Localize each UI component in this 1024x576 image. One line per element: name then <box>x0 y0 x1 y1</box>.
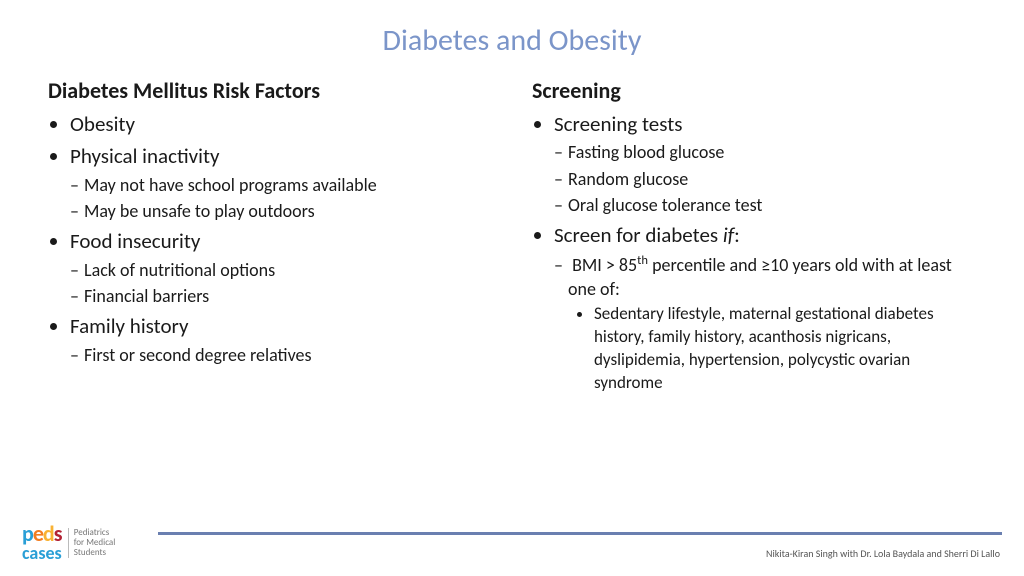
list-item: Lack of nutritional options <box>84 258 492 282</box>
list-item: Fasting blood glucose <box>568 140 976 164</box>
sublist: First or second degree relatives <box>70 343 492 367</box>
item-label: Physical inactivity <box>70 143 220 169</box>
footer-divider <box>158 532 1002 535</box>
list-item: Family history First or second degree re… <box>70 312 492 367</box>
list-item: Screen for diabetes if: BMI > 85th perce… <box>554 221 976 395</box>
list-item: Oral glucose tolerance test <box>568 193 976 217</box>
footer-credits: Nikita-Kiran Singh with Dr. Lola Baydala… <box>766 547 1000 560</box>
tag-line-3: Students <box>74 547 106 558</box>
item-label: Screening tests <box>554 111 682 137</box>
list-item: Food insecurity Lack of nutritional opti… <box>70 227 492 308</box>
list-item: Physical inactivity May not have school … <box>70 142 492 223</box>
screening-list: Screening tests Fasting blood glucose Ra… <box>532 110 976 395</box>
content-columns: Diabetes Mellitus Risk Factors Obesity P… <box>0 77 1024 399</box>
list-item: May not have school programs available <box>84 173 492 197</box>
list-item: Sedentary lifestyle, maternal gestationa… <box>594 303 976 395</box>
left-column: Diabetes Mellitus Risk Factors Obesity P… <box>48 77 492 399</box>
left-heading: Diabetes Mellitus Risk Factors <box>48 77 492 104</box>
logo-tagline: Pediatrics for Medical Students <box>68 528 116 558</box>
sublist: May not have school programs available M… <box>70 173 492 224</box>
sublist: Fasting blood glucose Random glucose Ora… <box>554 140 976 217</box>
list-item: Obesity <box>70 110 492 138</box>
item-label-italic: if <box>723 222 734 248</box>
criteria-pre: BMI > 85 <box>572 254 637 276</box>
item-label-pre: Screen for diabetes <box>554 222 723 248</box>
sub-sublist: Sedentary lifestyle, maternal gestationa… <box>568 303 976 395</box>
sublist: BMI > 85th percentile and ≥10 years old … <box>554 252 976 395</box>
list-item: BMI > 85th percentile and ≥10 years old … <box>568 252 976 395</box>
risk-factors-list: Obesity Physical inactivity May not have… <box>48 110 492 367</box>
item-label-post: : <box>734 222 740 248</box>
criteria-sup: th <box>637 253 648 268</box>
item-label: Food insecurity <box>70 228 200 254</box>
right-column: Screening Screening tests Fasting blood … <box>532 77 976 399</box>
footer: peds cases Pediatrics for Medical Studen… <box>0 514 1024 562</box>
list-item: Screening tests Fasting blood glucose Ra… <box>554 110 976 217</box>
list-item: Financial barriers <box>84 284 492 308</box>
sublist: Lack of nutritional options Financial ba… <box>70 258 492 309</box>
list-item: Random glucose <box>568 167 976 191</box>
list-item: First or second degree relatives <box>84 343 492 367</box>
slide-title: Diabetes and Obesity <box>0 0 1024 77</box>
list-item: May be unsafe to play outdoors <box>84 199 492 223</box>
logo-mark: peds cases <box>22 525 62 562</box>
pedscases-logo: peds cases Pediatrics for Medical Studen… <box>22 525 115 562</box>
item-label: Family history <box>70 313 188 339</box>
right-heading: Screening <box>532 77 976 104</box>
